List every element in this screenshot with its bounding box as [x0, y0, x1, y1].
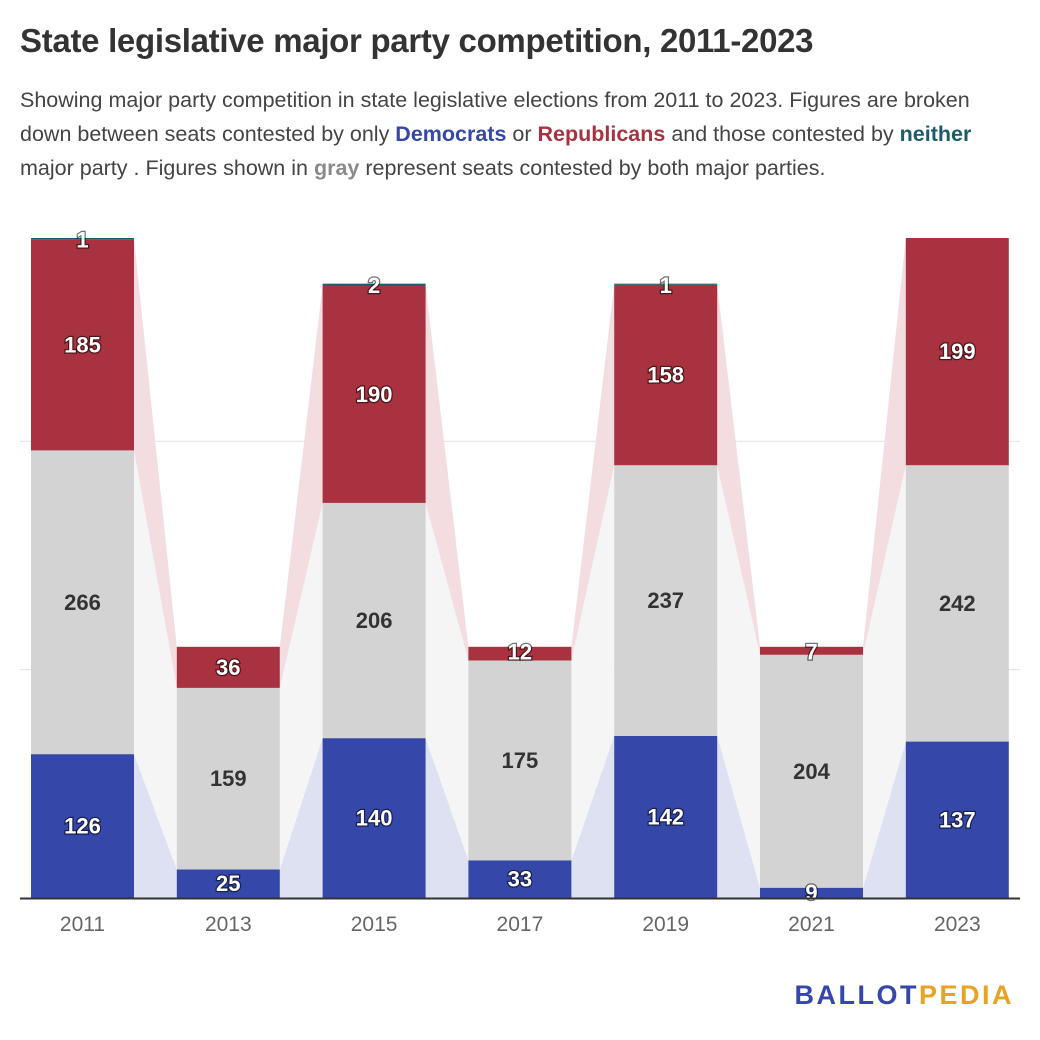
band-republicans-2017-2019 — [571, 284, 615, 661]
bar-republicans-2015 — [322, 285, 426, 503]
bar-democrats-2015 — [322, 738, 426, 898]
label-both-2017: 175 — [502, 748, 539, 773]
bars — [31, 238, 1009, 898]
bar-democrats-2017 — [468, 860, 572, 898]
x-tick-2015: 2015 — [351, 913, 398, 936]
bar-democrats-2023 — [905, 741, 1009, 898]
label-neither-2015: 2 — [368, 273, 380, 298]
band-both-2017-2019 — [571, 465, 615, 861]
label-both-2015: 206 — [356, 608, 393, 633]
chart-title: State legislative major party competitio… — [20, 22, 814, 59]
bar-both-2017 — [468, 660, 572, 861]
label-both-2013: 159 — [210, 766, 247, 791]
bar-both-2015 — [322, 502, 426, 739]
label-both-2011: 266 — [64, 590, 101, 615]
x-tick-2013: 2013 — [205, 913, 252, 936]
bar-republicans-2019 — [614, 284, 718, 466]
band-democrats-2017-2019 — [571, 735, 615, 898]
band-both-2011-2013 — [134, 450, 177, 870]
band-both-2015-2017 — [425, 502, 469, 861]
bar-both-2013 — [176, 687, 280, 870]
gray-highlight: gray — [313, 156, 360, 180]
band-democrats-2019-2021 — [717, 735, 760, 898]
chart-subtitle: Showing major party competition in state… — [20, 88, 972, 180]
connector-bands — [134, 238, 906, 898]
segment-labels: 126 266 185 1 25 159 36 140 206 190 2 33 175 12 142 237… — [63, 226, 977, 906]
bar-neither-2011 — [31, 238, 134, 240]
label-republicans-2013: 36 — [216, 655, 240, 680]
label-republicans-2021: 7 — [805, 639, 817, 664]
band-democrats-2013-2015 — [279, 738, 323, 898]
x-tick-2019: 2019 — [642, 913, 689, 936]
bar-republicans-2013 — [176, 646, 280, 688]
label-republicans-2017: 12 — [508, 639, 532, 664]
ballotpedia-logo: BALLOTPEDIA — [794, 980, 1014, 1010]
label-democrats-2021: 9 — [805, 880, 817, 905]
label-neither-2019: 1 — [660, 273, 672, 298]
x-tick-2021: 2021 — [788, 913, 835, 936]
bar-both-2019 — [614, 465, 718, 736]
x-tick-2017: 2017 — [497, 913, 544, 936]
bar-both-2011 — [31, 450, 134, 755]
band-democrats-2015-2017 — [425, 738, 469, 898]
bar-republicans-2023 — [905, 238, 1009, 466]
label-republicans-2019: 158 — [647, 363, 684, 388]
bar-neither-2019 — [614, 283, 718, 285]
x-axis: 2011 2013 2015 2017 2019 2021 2023 — [20, 897, 1020, 936]
band-democrats-2011-2013 — [134, 754, 177, 898]
bar-democrats-2019 — [614, 735, 718, 898]
band-republicans-2015-2017 — [425, 285, 469, 661]
label-both-2023: 242 — [939, 591, 976, 616]
bar-republicans-2021 — [760, 646, 863, 655]
bar-neither-2015 — [322, 283, 426, 286]
bar-republicans-2011 — [31, 239, 134, 451]
bar-democrats-2011 — [31, 754, 134, 898]
bar-republicans-2017 — [468, 646, 572, 661]
republicans-highlight: Republicans — [537, 122, 666, 146]
band-democrats-2021-2023 — [863, 741, 906, 898]
bar-both-2023 — [905, 465, 1009, 742]
band-republicans-2013-2015 — [279, 285, 323, 688]
x-tick-2023: 2023 — [934, 913, 981, 936]
label-republicans-2011: 185 — [64, 332, 101, 357]
label-democrats-2019: 142 — [647, 804, 684, 829]
bar-democrats-2013 — [176, 869, 280, 898]
band-both-2019-2021 — [717, 465, 760, 888]
label-democrats-2011: 126 — [64, 814, 101, 839]
label-democrats-2017: 33 — [508, 867, 532, 892]
band-republicans-2021-2023 — [863, 238, 906, 655]
band-both-2013-2015 — [279, 502, 323, 870]
band-both-2021-2023 — [863, 465, 906, 888]
label-both-2019: 237 — [647, 588, 684, 613]
democrats-highlight: Democrats — [395, 122, 507, 146]
label-democrats-2023: 137 — [939, 807, 976, 832]
x-tick-2011: 2011 — [60, 913, 105, 936]
label-neither-2011: 1 — [76, 228, 88, 253]
band-republicans-2011-2013 — [134, 239, 177, 688]
label-both-2021: 204 — [793, 759, 830, 784]
label-democrats-2015: 140 — [356, 806, 393, 831]
neither-highlight: neither — [899, 122, 972, 146]
band-republicans-2019-2021 — [717, 284, 760, 655]
label-republicans-2023: 199 — [939, 339, 976, 364]
label-republicans-2015: 190 — [356, 382, 393, 407]
bar-democrats-2021 — [760, 887, 863, 898]
bar-both-2021 — [760, 654, 863, 888]
label-democrats-2013: 25 — [216, 871, 240, 896]
